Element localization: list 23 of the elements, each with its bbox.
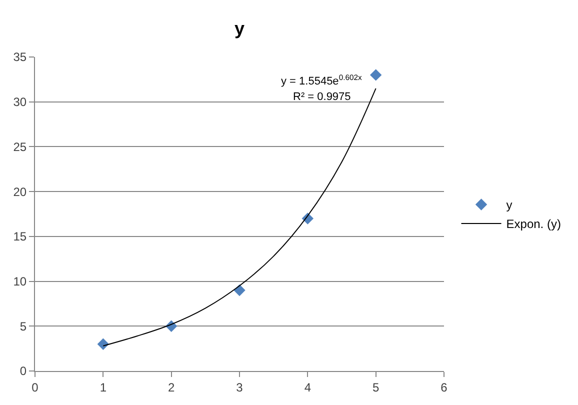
x-tick-label: 1 xyxy=(100,380,107,394)
x-tick-label: 6 xyxy=(440,380,448,394)
y-tick-label: 25 xyxy=(13,140,27,154)
annotation: y = 1.5545e$^{0.602x}$ xyxy=(281,73,362,88)
point xyxy=(234,284,246,296)
y-tick-label: 10 xyxy=(13,274,27,288)
x-tick-label: 5 xyxy=(372,380,380,394)
point xyxy=(97,338,110,350)
y-tick-label: 0 xyxy=(20,364,27,378)
annotation: R² = 0.9975 xyxy=(293,91,351,103)
x-tick-label: 3 xyxy=(236,380,244,394)
legend-label: Expon. (y) xyxy=(506,217,561,232)
y-tick-label: 35 xyxy=(13,50,27,64)
point xyxy=(370,69,382,81)
y-tick-label: 15 xyxy=(13,230,27,244)
legend-label: y xyxy=(506,198,512,212)
y-tick-label: 20 xyxy=(13,184,27,199)
x-tick-label: 0 xyxy=(32,380,39,394)
y-tick-label: 30 xyxy=(13,95,27,110)
x-tick-label: 2 xyxy=(168,380,175,394)
x-tick-label: 4 xyxy=(304,380,312,394)
chart-title: y xyxy=(234,18,245,39)
y-tick-label: 5 xyxy=(20,319,27,334)
